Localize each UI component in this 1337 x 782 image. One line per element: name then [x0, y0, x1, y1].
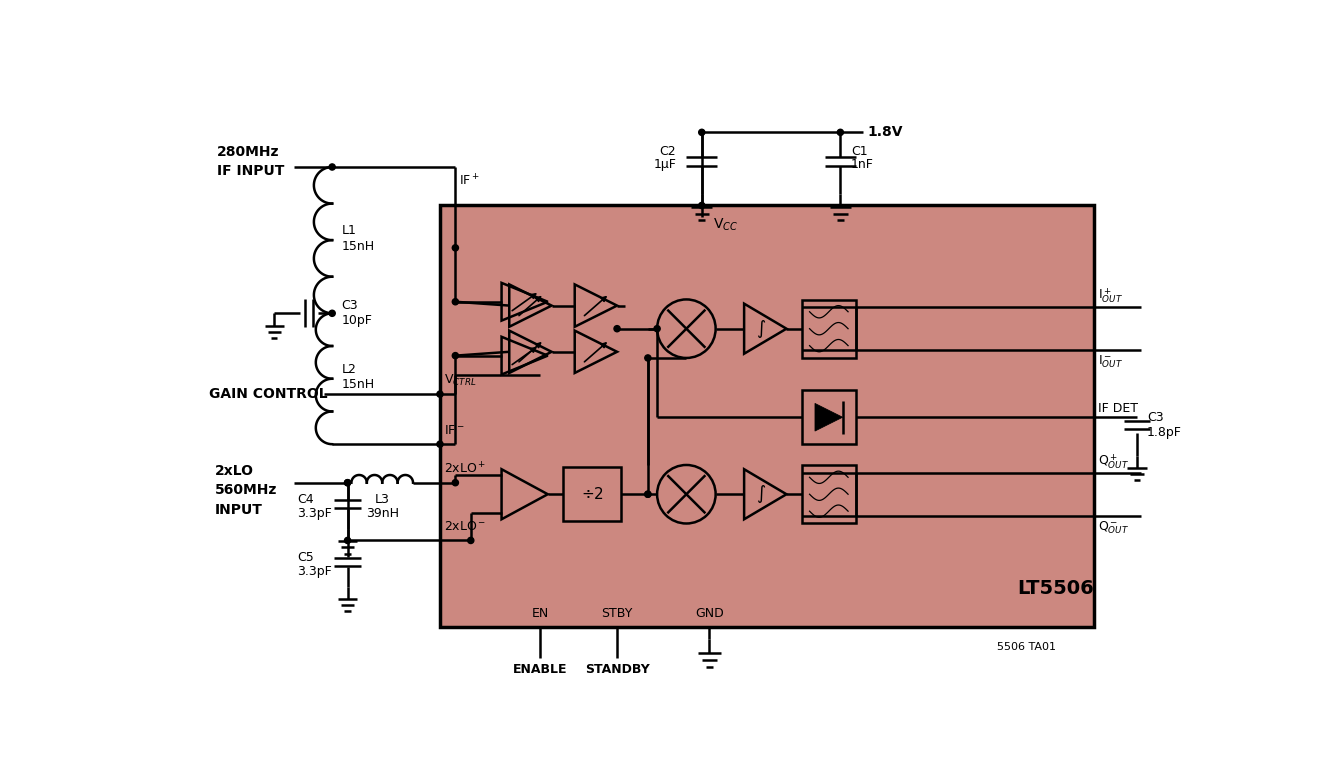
- Bar: [802, 300, 856, 357]
- Circle shape: [699, 129, 705, 135]
- Circle shape: [329, 164, 336, 170]
- Circle shape: [345, 479, 350, 486]
- Text: L2: L2: [341, 363, 356, 376]
- Text: C4: C4: [298, 493, 314, 506]
- Polygon shape: [816, 404, 842, 431]
- Text: LT5506: LT5506: [1017, 579, 1094, 598]
- Circle shape: [345, 479, 350, 486]
- Text: $\int$: $\int$: [755, 483, 766, 505]
- Text: 2xLO: 2xLO: [215, 465, 254, 478]
- Text: 3.3pF: 3.3pF: [298, 565, 333, 578]
- Circle shape: [468, 537, 473, 543]
- Text: V$_{CTRL}$: V$_{CTRL}$: [444, 373, 476, 388]
- Text: I$_{OUT}^+$: I$_{OUT}^+$: [1098, 286, 1123, 305]
- Text: 10pF: 10pF: [341, 314, 372, 328]
- Text: STBY: STBY: [602, 607, 632, 620]
- Text: $\div$2: $\div$2: [580, 486, 603, 502]
- Text: V$_{CC}$: V$_{CC}$: [714, 217, 738, 233]
- Text: GAIN CONTROL: GAIN CONTROL: [209, 387, 328, 401]
- Text: C3: C3: [341, 299, 358, 312]
- Text: C2: C2: [659, 145, 677, 158]
- Text: IF DET: IF DET: [1098, 401, 1138, 414]
- Circle shape: [614, 325, 620, 332]
- Text: 1.8pF: 1.8pF: [1147, 426, 1182, 439]
- Bar: [563, 468, 620, 521]
- Text: C5: C5: [298, 551, 314, 564]
- Text: 3.3pF: 3.3pF: [298, 507, 333, 520]
- Circle shape: [699, 203, 705, 209]
- Text: L1: L1: [341, 224, 356, 238]
- Text: STANDBY: STANDBY: [584, 663, 650, 676]
- Text: 5506 TA01: 5506 TA01: [997, 642, 1056, 651]
- Bar: [802, 390, 856, 444]
- Text: 1nF: 1nF: [852, 158, 874, 171]
- Circle shape: [452, 245, 459, 251]
- Text: IF INPUT: IF INPUT: [217, 164, 283, 178]
- Text: 560MHz: 560MHz: [215, 483, 278, 497]
- Circle shape: [654, 325, 660, 332]
- Circle shape: [644, 355, 651, 361]
- Text: ENABLE: ENABLE: [513, 663, 567, 676]
- Text: 2xLO$^+$: 2xLO$^+$: [444, 461, 487, 476]
- Circle shape: [837, 129, 844, 135]
- Circle shape: [644, 491, 651, 497]
- Text: IF$^+$: IF$^+$: [459, 173, 480, 188]
- Text: 1μF: 1μF: [654, 158, 677, 171]
- Text: 15nH: 15nH: [341, 378, 374, 392]
- Circle shape: [452, 353, 459, 359]
- Text: GND: GND: [695, 607, 723, 620]
- Text: C3: C3: [1147, 411, 1163, 424]
- Circle shape: [644, 491, 651, 497]
- Circle shape: [437, 441, 443, 447]
- Text: INPUT: INPUT: [215, 503, 263, 517]
- Circle shape: [437, 391, 443, 397]
- Text: 2xLO$^-$: 2xLO$^-$: [444, 520, 487, 533]
- Text: $\int$: $\int$: [755, 317, 766, 339]
- Text: 39nH: 39nH: [366, 507, 398, 520]
- Text: I$_{OUT}^-$: I$_{OUT}^-$: [1098, 353, 1123, 370]
- Bar: [802, 465, 856, 523]
- Text: 1.8V: 1.8V: [868, 125, 902, 139]
- Circle shape: [452, 479, 459, 486]
- Text: L3: L3: [374, 493, 389, 506]
- Text: Q$_{OUT}^-$: Q$_{OUT}^-$: [1098, 519, 1130, 536]
- Text: 15nH: 15nH: [341, 240, 374, 253]
- Text: EN: EN: [531, 607, 548, 620]
- Text: Q$_{OUT}^+$: Q$_{OUT}^+$: [1098, 452, 1130, 471]
- Bar: [440, 206, 1095, 627]
- Text: 280MHz: 280MHz: [217, 145, 279, 159]
- Circle shape: [345, 537, 350, 543]
- Text: C1: C1: [852, 145, 868, 158]
- Circle shape: [329, 310, 336, 317]
- Text: IF$^-$: IF$^-$: [444, 424, 465, 437]
- Circle shape: [452, 299, 459, 305]
